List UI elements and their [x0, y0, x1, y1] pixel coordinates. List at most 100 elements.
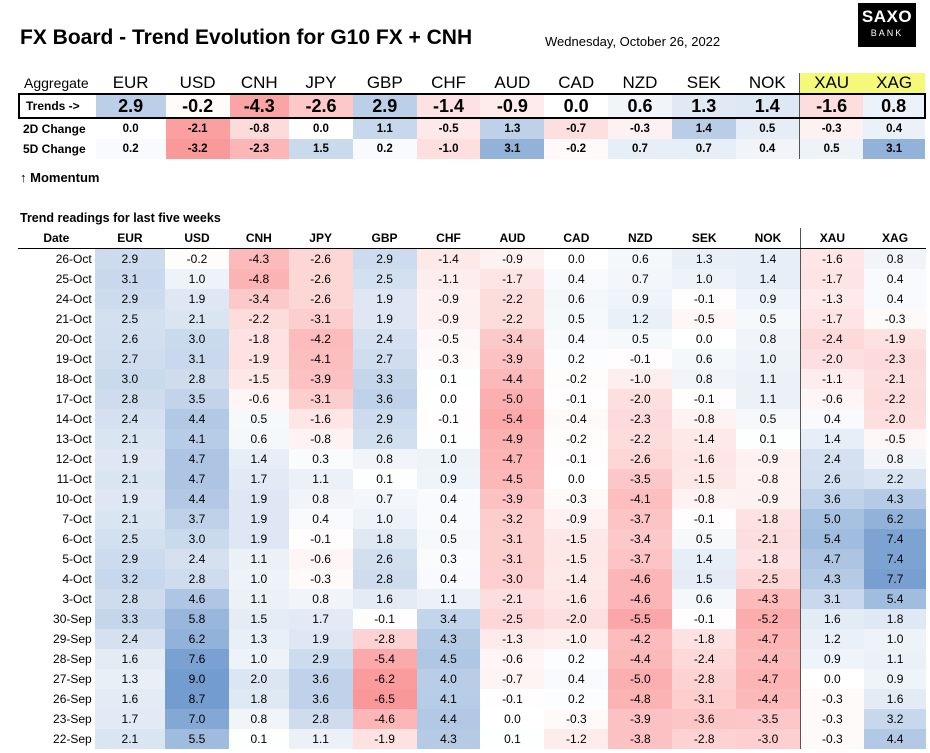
- reading-cell: 0.7: [352, 489, 417, 509]
- reading-cell: 1.1: [228, 589, 289, 609]
- reading-cell: -1.9: [864, 329, 926, 349]
- reading-cell: -0.3: [799, 709, 865, 729]
- reading-cell: -0.5: [864, 429, 926, 449]
- reading-cell: -2.3: [608, 409, 673, 429]
- reading-cell: 3.6: [352, 389, 417, 409]
- change-5d-row-cell: 1.5: [289, 139, 353, 159]
- reading-cell: 1.1: [864, 649, 926, 669]
- change-5d-row-cell: -3.2: [165, 139, 230, 159]
- reading-cell: -0.3: [799, 729, 865, 749]
- reading-cell: 1.0: [228, 649, 289, 669]
- logo-line1: SAXO: [861, 7, 913, 26]
- reading-cell: -3.5: [736, 709, 801, 729]
- reading-cell: 0.6: [672, 349, 737, 369]
- column-header-xag: XAG: [864, 228, 926, 249]
- reading-cell: 1.7: [94, 709, 166, 729]
- reading-cell: -1.7: [799, 269, 865, 289]
- reading-cell: 1.4: [799, 429, 865, 449]
- column-header-xau: XAU: [799, 228, 865, 249]
- reading-cell: -3.1: [672, 689, 737, 709]
- reading-cell: 1.0: [864, 629, 926, 649]
- reading-cell: -1.5: [672, 469, 737, 489]
- summary-table: Aggregate EUR USD CNH JPY GBP CHF AUD CAD NZD SEK N…: [18, 73, 926, 159]
- change-2d-row-cell: 1.1: [352, 118, 417, 139]
- reading-cell: -0.1: [480, 689, 545, 709]
- currency-header-cnh: CNH: [240, 73, 278, 92]
- reading-cell: 1.7: [228, 469, 289, 489]
- row-date: 27-Sep: [53, 672, 92, 686]
- reading-cell: 3.2: [864, 709, 926, 729]
- table-row: 17-Oct 2.8 3.5 -0.6 -3.1 3.6 0.0 -5.0 -0.1 -2.0 -0…: [18, 389, 926, 409]
- change-2d-row-cell: 0.0: [95, 118, 166, 139]
- reading-cell: -3.7: [608, 509, 673, 529]
- change-5d-row-cell: 0.5: [798, 139, 864, 159]
- reading-cell: -5.4: [352, 649, 417, 669]
- reading-cell: 1.9: [228, 509, 289, 529]
- reading-cell: -0.1: [672, 609, 737, 629]
- table-row: 11-Oct 2.1 4.7 1.7 1.1 0.1 0.9 -4.5 0.0 -3.5 -1.5-…: [18, 469, 926, 489]
- reading-cell: 0.9: [608, 289, 673, 309]
- reading-cell: -1.9: [228, 349, 289, 369]
- row-date: 4-Oct: [62, 572, 92, 586]
- reading-cell: -0.1: [672, 289, 737, 309]
- currency-header-aud: AUD: [494, 73, 531, 92]
- row-date: 12-Oct: [55, 452, 92, 466]
- reading-cell: -1.0: [608, 369, 673, 389]
- reading-cell: -0.5: [416, 329, 481, 349]
- reading-cell: -1.8: [228, 329, 289, 349]
- trends-row-cell: 2.9: [95, 93, 166, 119]
- table-row: 26-Sep 1.6 8.7 1.8 3.6 -6.5 4.1 -0.1 0.2 -4.8 -3.1…: [18, 689, 926, 709]
- reading-cell: 0.4: [544, 669, 609, 689]
- reading-cell: 1.6: [94, 649, 166, 669]
- column-header-cad: CAD: [544, 228, 609, 249]
- reading-cell: 3.1: [165, 349, 229, 369]
- row-date: 14-Oct: [55, 412, 92, 426]
- table-row: 21-Oct 2.5 2.1 -2.2 -3.1 1.9 -0.9 -2.2 0.5 1.2 -0.…: [18, 309, 926, 329]
- row-date: 24-Oct: [55, 292, 92, 306]
- currency-header-sek: SEK: [686, 73, 721, 92]
- currency-header-eur: EUR: [112, 73, 149, 92]
- reading-cell: -5.0: [608, 669, 673, 689]
- reading-cell: 0.8: [864, 449, 926, 469]
- reading-cell: 4.7: [165, 469, 229, 489]
- reading-cell: 0.5: [544, 309, 609, 329]
- reading-cell: -4.5: [480, 469, 545, 489]
- reading-cell: 0.8: [352, 449, 417, 469]
- reading-cell: -2.5: [480, 609, 545, 629]
- reading-cell: -3.1: [288, 309, 353, 329]
- reading-cell: 4.3: [799, 569, 865, 589]
- reading-cell: -0.2: [544, 369, 609, 389]
- reading-cell: 3.6: [288, 689, 353, 709]
- trends-row-cell: 2.9: [352, 93, 417, 119]
- page-title: FX Board - Trend Evolution for G10 FX + …: [20, 26, 473, 49]
- trends-row-cell: -4.3: [229, 93, 290, 119]
- row-date: 30-Sep: [53, 612, 92, 626]
- reading-cell: -0.1: [352, 609, 417, 629]
- reading-cell: -1.5: [228, 369, 289, 389]
- reading-cell: 1.5: [228, 609, 289, 629]
- reading-cell: -4.1: [608, 489, 673, 509]
- change-2d-row-cell: -2.1: [165, 118, 230, 139]
- currency-header-jpy: JPY: [305, 73, 337, 92]
- reading-cell: -1.3: [480, 629, 545, 649]
- reading-cell: -3.6: [672, 709, 737, 729]
- reading-cell: 0.4: [288, 509, 353, 529]
- reading-cell: 1.0: [672, 269, 737, 289]
- trends-row-cell: 0.0: [544, 93, 609, 119]
- reading-cell: 1.2: [799, 629, 865, 649]
- reading-cell: 1.4: [736, 269, 801, 289]
- row-date: 7-Oct: [62, 512, 92, 526]
- row-date: 22-Sep: [53, 732, 92, 746]
- reading-cell: 1.5: [672, 569, 737, 589]
- reading-cell: -1.8: [736, 509, 801, 529]
- reading-cell: -0.3: [288, 569, 353, 589]
- change-5d-row-label: 5D Change: [23, 142, 86, 156]
- reading-cell: 2.8: [165, 369, 229, 389]
- reading-cell: -2.6: [288, 289, 353, 309]
- reading-cell: -0.1: [672, 389, 737, 409]
- reading-cell: -3.9: [608, 709, 673, 729]
- reading-cell: 0.5: [736, 309, 801, 329]
- reading-cell: -2.2: [608, 429, 673, 449]
- reading-cell: -0.9: [544, 509, 609, 529]
- reading-cell: -0.6: [228, 389, 289, 409]
